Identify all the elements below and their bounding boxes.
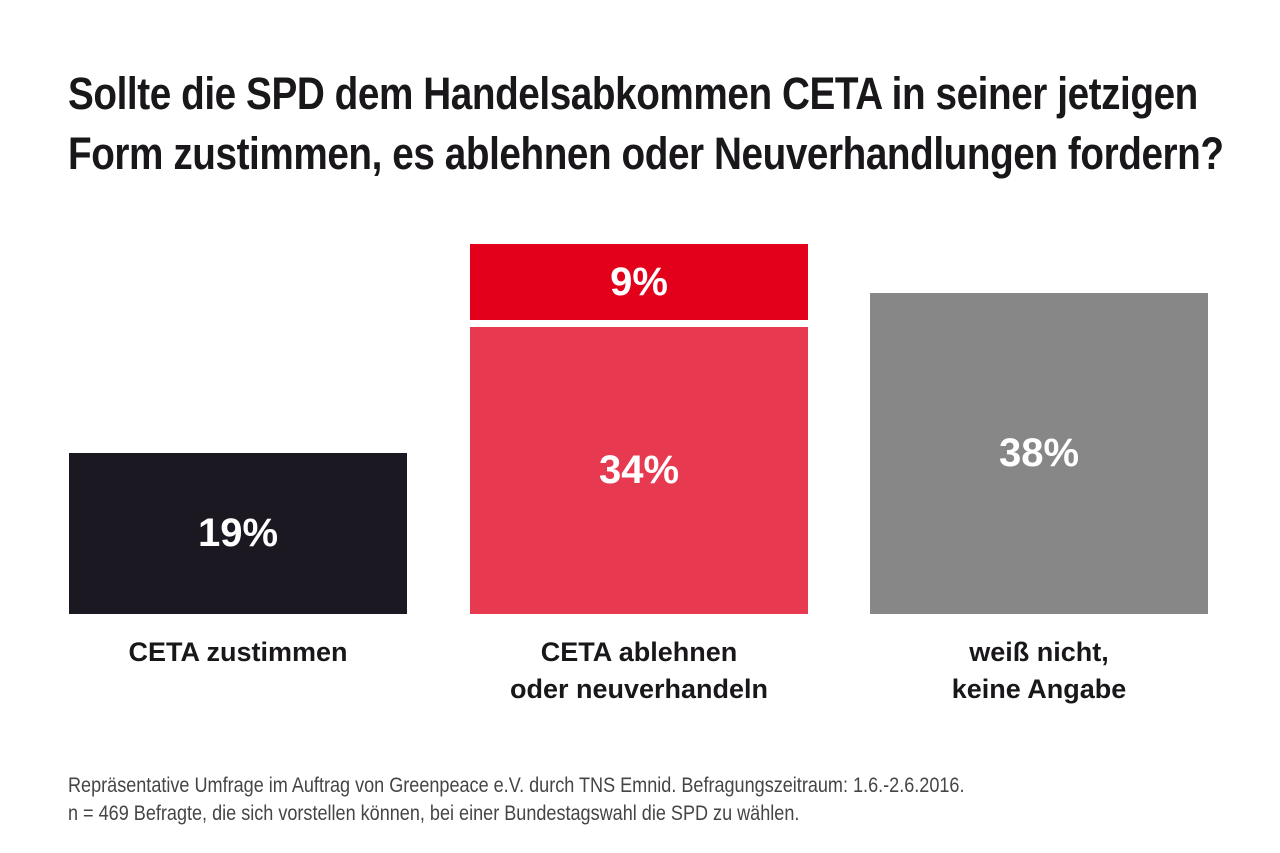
- bar-group: 19% CETA zustimmen: [69, 244, 407, 667]
- bar-group: 9% 34% CETA ablehnen oder neuverhandeln: [470, 244, 808, 704]
- chart-title-line-1: Sollte die SPD dem Handelsabkommen CETA …: [68, 68, 1198, 119]
- source-note-line-2: n = 469 Befragte, die sich vorstellen kö…: [68, 802, 800, 825]
- bar-column: 9% 34%: [470, 244, 808, 614]
- bar-category-label: CETA zustimmen: [69, 634, 407, 671]
- bar-category-label: weiß nicht, keine Angabe: [870, 634, 1208, 708]
- bar-category-label-line: CETA ablehnen: [540, 637, 738, 667]
- bar-group: 38% weiß nicht, keine Angabe: [870, 244, 1208, 704]
- bar-segment: 34%: [470, 327, 808, 614]
- bar-column: 19%: [69, 453, 407, 614]
- bar-category-label: CETA ablehnen oder neuverhandeln: [470, 634, 808, 708]
- bar-column: 38%: [870, 293, 1208, 614]
- source-note: Repräsentative Umfrage im Auftrag von Gr…: [68, 772, 964, 828]
- bar-segment: 38%: [870, 293, 1208, 614]
- chart-title: Sollte die SPD dem Handelsabkommen CETA …: [68, 64, 1224, 184]
- bar-value-label: 34%: [598, 448, 680, 492]
- bar-value-label: 9%: [610, 259, 668, 304]
- bar-value-label: 38%: [998, 431, 1080, 475]
- bar-segment: 9%: [470, 244, 808, 320]
- bar-category-label-line: keine Angabe: [951, 674, 1127, 704]
- source-note-line-1: Repräsentative Umfrage im Auftrag von Gr…: [68, 774, 965, 797]
- bar-segment: 19%: [69, 453, 407, 614]
- bar-category-label-line: oder neuverhandeln: [509, 674, 769, 704]
- bar-category-label-line: weiß nicht,: [969, 637, 1109, 667]
- bar-chart: 19% CETA zustimmen 9% 34% CETA ablehnen oder …: [69, 244, 1208, 704]
- bar-category-label-line: CETA zustimmen: [128, 637, 348, 667]
- chart-title-line-2: Form zustimmen, es ablehnen oder Neuverh…: [68, 128, 1224, 179]
- bar-value-label: 19%: [197, 511, 279, 555]
